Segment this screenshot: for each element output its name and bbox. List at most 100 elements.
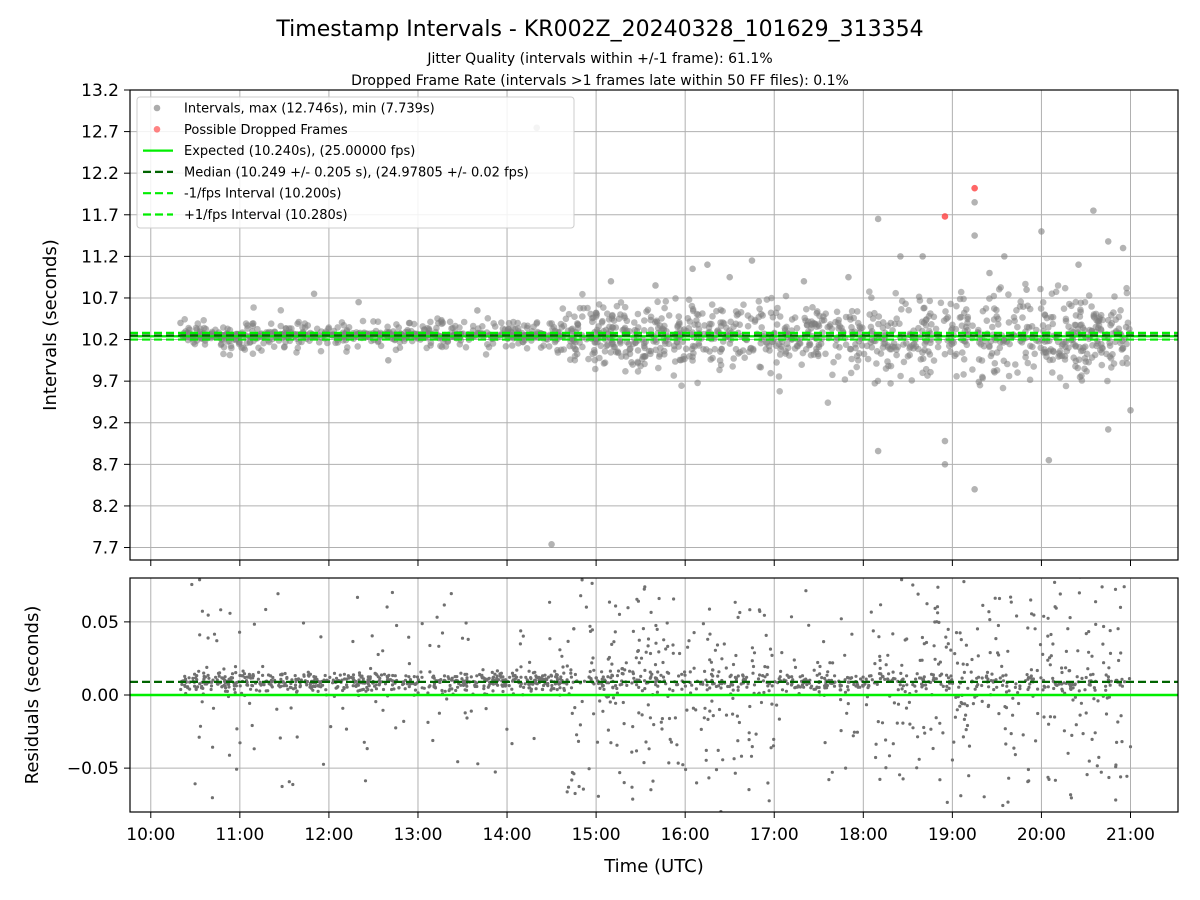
residual-point <box>338 673 342 677</box>
residual-point <box>229 676 233 680</box>
interval-point <box>1027 342 1034 350</box>
residual-point <box>1068 616 1072 620</box>
residual-point <box>964 643 969 647</box>
residual-point <box>724 666 728 670</box>
residual-point <box>923 731 927 735</box>
residual-point <box>241 669 245 673</box>
interval-point <box>343 348 350 355</box>
residual-point <box>205 682 209 686</box>
interval-point <box>975 356 983 363</box>
residual-point <box>1017 701 1021 706</box>
residual-point <box>898 683 902 687</box>
residual-point <box>1086 667 1090 671</box>
residual-point <box>734 653 738 658</box>
residual-point <box>1118 605 1123 610</box>
interval-point-8 <box>652 282 659 289</box>
residual-point <box>720 657 724 661</box>
interval-point <box>250 304 257 311</box>
interval-point <box>1085 358 1092 366</box>
residual-point <box>422 686 426 690</box>
interval-point <box>200 317 207 324</box>
interval-point <box>612 348 620 356</box>
interval-point <box>672 295 679 302</box>
interval-point <box>456 341 464 348</box>
interval-point <box>537 344 545 351</box>
residual-point <box>826 670 830 674</box>
residual-point <box>209 684 214 688</box>
residual-point <box>195 678 199 682</box>
residual-point <box>1095 764 1099 768</box>
residual-point <box>787 675 791 679</box>
interval-point <box>776 351 784 358</box>
residual-point <box>965 663 969 667</box>
residual-point <box>622 722 626 726</box>
residual-point <box>937 662 941 666</box>
interval-point-13 <box>800 278 808 285</box>
top-ytick-label-6: 10.7 <box>81 289 119 309</box>
residual-point <box>248 701 252 706</box>
residual-points <box>130 553 1178 826</box>
residual-point <box>439 553 442 556</box>
residual-point <box>428 643 432 648</box>
residual-point <box>198 633 202 637</box>
residual-point <box>656 670 660 674</box>
residual-point <box>221 676 225 680</box>
residual-point <box>193 684 197 688</box>
interval-point <box>1061 356 1069 363</box>
interval-point <box>691 321 698 329</box>
residual-point <box>1007 689 1011 693</box>
residual-point <box>812 668 816 672</box>
residual-point <box>598 699 602 703</box>
residual-point <box>745 685 749 689</box>
residual-point <box>614 604 618 608</box>
residual-point <box>630 750 634 754</box>
residual-point <box>390 683 395 687</box>
bottom-ytick-label-0: −0.05 <box>67 759 119 779</box>
residual-point <box>495 674 499 678</box>
residual-point <box>918 676 922 680</box>
residual-point <box>987 610 991 614</box>
residual-point <box>886 653 890 657</box>
residual-point <box>790 675 794 679</box>
interval-point <box>324 339 331 347</box>
residual-point <box>858 685 862 689</box>
residual-point <box>694 687 699 691</box>
residual-point <box>652 723 656 727</box>
residual-point <box>649 788 653 792</box>
residual-point <box>924 569 927 572</box>
residual-point <box>891 823 894 826</box>
interval-point <box>948 340 956 348</box>
interval-point <box>893 315 900 323</box>
residual-point <box>242 672 247 676</box>
residual-point <box>1123 818 1126 821</box>
interval-point <box>993 306 1000 314</box>
residual-point <box>401 682 405 687</box>
interval-point <box>267 320 275 328</box>
residual-point <box>1104 712 1109 716</box>
residual-point <box>609 741 613 745</box>
residual-point <box>387 673 391 678</box>
interval-point <box>677 326 684 333</box>
residual-point <box>767 799 771 803</box>
residual-point <box>528 660 532 665</box>
interval-point-19 <box>941 461 949 468</box>
residual-point <box>1029 668 1033 672</box>
interval-point <box>784 344 792 352</box>
interval-point <box>1046 356 1053 364</box>
residual-point <box>527 686 531 690</box>
residual-point <box>1104 673 1108 677</box>
interval-point <box>1107 311 1115 319</box>
interval-point <box>960 356 968 363</box>
residual-point <box>534 687 538 691</box>
interval-point <box>427 339 435 347</box>
residual-point <box>522 685 526 690</box>
interval-point <box>868 344 876 351</box>
residual-point <box>661 675 666 679</box>
residual-point <box>772 737 776 742</box>
residual-point <box>646 644 650 648</box>
residual-point <box>515 668 519 672</box>
residual-point <box>220 685 224 689</box>
residual-point <box>1037 564 1040 567</box>
residual-point <box>238 684 242 688</box>
residual-point <box>678 651 682 656</box>
